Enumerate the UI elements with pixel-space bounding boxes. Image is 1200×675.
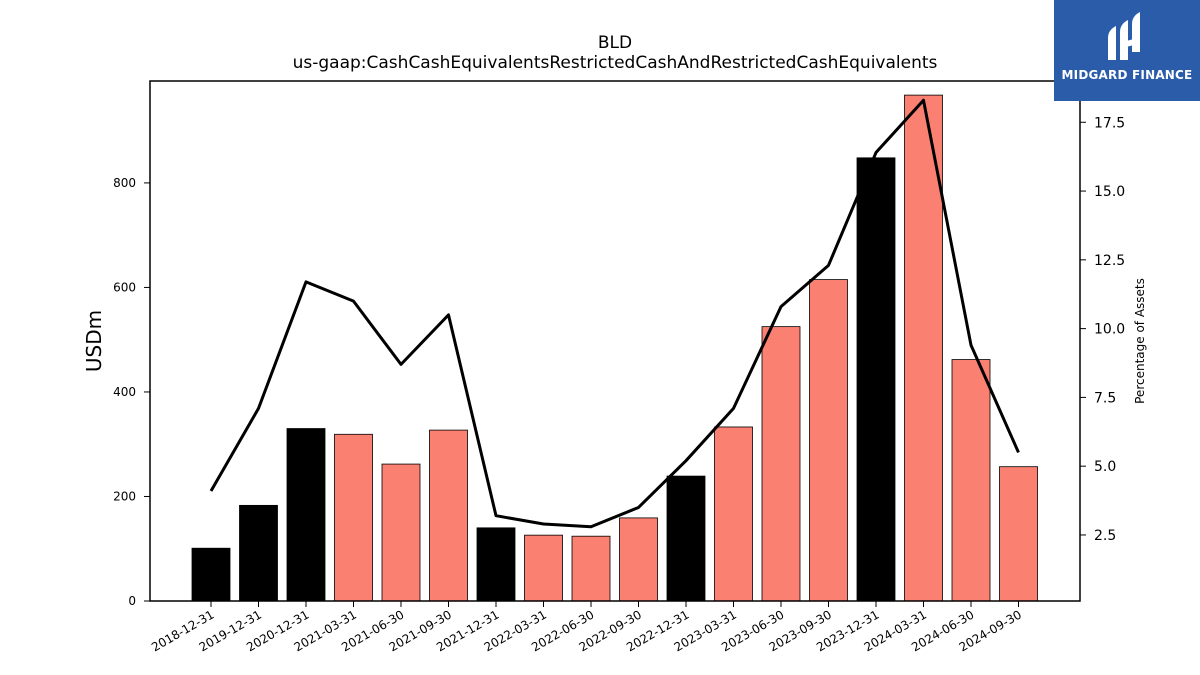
chart-title: BLD (598, 33, 632, 53)
bar-2022-06-30 (571, 535, 611, 602)
y2-tick-label: 5.0 (1094, 459, 1116, 475)
y2-tick-label: 17.5 (1094, 115, 1125, 131)
bar-2019-12-31 (239, 504, 278, 602)
bar-2024-09-30 (999, 466, 1038, 602)
bar-2024-06-30 (951, 359, 991, 602)
y-tick-label: 400 (113, 385, 136, 399)
y2-tick-label: 15.0 (1094, 184, 1125, 200)
y2-tick-label: 2.5 (1094, 528, 1116, 544)
series-line (209, 98, 1020, 529)
y-axis-label: USDm (82, 310, 106, 372)
bar-2023-09-30 (809, 279, 848, 602)
y2-tick-label: 12.5 (1094, 253, 1125, 269)
bar-2020-12-31 (286, 428, 326, 602)
bar-2021-06-30 (381, 463, 421, 602)
y2-tick-label: 10.0 (1094, 322, 1125, 338)
bar-2022-09-30 (619, 517, 658, 602)
plot-frame (149, 80, 1081, 602)
y2-axis-label: Percentage of Assets (1133, 278, 1147, 404)
bar-2021-03-31 (334, 433, 373, 602)
midgard-logo-icon (1108, 12, 1140, 60)
y-tick-label: 800 (113, 176, 136, 190)
bars-layer (191, 94, 1038, 602)
y-axis-right: 2.5 5.0 7.5 10.0 12.5 15.0 17.5 (1080, 115, 1125, 544)
bar-2018-12-31 (191, 547, 231, 602)
y-axis-left: 0 200 400 600 800 (113, 176, 150, 608)
bar-2023-03-31 (714, 426, 753, 602)
bar-2021-09-30 (429, 429, 468, 602)
y-tick-label: 0 (128, 594, 136, 608)
x-axis: 2018-12-312019-12-312020-12-312021-03-31… (149, 601, 1024, 654)
line-layer (209, 98, 1020, 529)
bar-2024-03-31 (904, 94, 943, 602)
y-tick-label: 600 (113, 280, 136, 294)
bar-2022-12-31 (666, 475, 706, 602)
y-tick-label: 200 (113, 489, 136, 503)
chart-subtitle: us-gaap:CashCashEquivalentsRestrictedCas… (293, 53, 938, 73)
bar-2022-03-31 (524, 534, 563, 602)
bar-2023-12-31 (856, 157, 896, 602)
bar-2023-06-30 (761, 326, 801, 602)
midgard-finance-logo: MIDGARD FINANCE (1054, 0, 1200, 101)
logo-text: MIDGARD FINANCE (1061, 68, 1193, 82)
bar-2021-12-31 (476, 527, 516, 602)
y2-tick-label: 7.5 (1094, 390, 1116, 406)
